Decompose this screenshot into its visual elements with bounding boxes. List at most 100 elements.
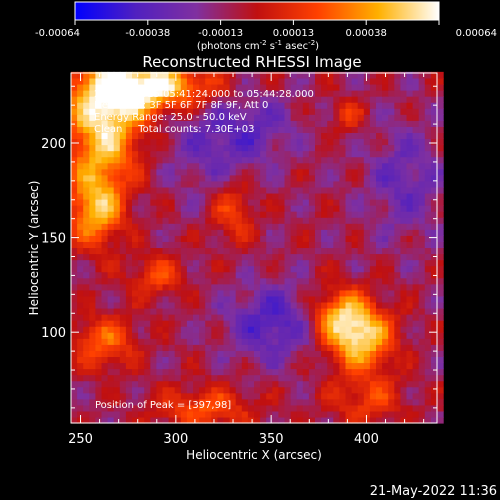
heatmap-cell <box>180 307 188 315</box>
heatmap-cell <box>363 102 371 109</box>
heatmap-cell <box>186 235 194 242</box>
heatmap-cell <box>290 283 298 291</box>
heatmap-cell <box>193 368 200 376</box>
heatmap-cell <box>186 416 194 424</box>
heatmap-cell <box>406 289 414 297</box>
heatmap-cell <box>229 314 237 321</box>
heatmap-cell <box>266 277 273 285</box>
heatmap-cell <box>272 180 279 188</box>
heatmap-cell <box>412 126 420 133</box>
heatmap-cell <box>150 71 157 79</box>
heatmap-cell <box>77 156 84 164</box>
heatmap-cell <box>394 108 401 115</box>
heatmap-cell <box>321 217 328 224</box>
heatmap-cell <box>71 314 78 321</box>
heatmap-cell <box>107 338 115 345</box>
heatmap-cell <box>406 205 414 212</box>
heatmap-cell <box>260 265 267 273</box>
heatmap-cell <box>296 120 304 127</box>
heatmap-cell <box>345 229 353 236</box>
heatmap-cell <box>229 162 237 170</box>
heatmap-cell <box>186 138 194 146</box>
heatmap-cell <box>229 156 237 164</box>
heatmap-cell <box>77 344 84 351</box>
heatmap-cell <box>193 295 200 303</box>
heatmap-cell <box>321 374 328 382</box>
heatmap-cell <box>101 144 109 152</box>
heatmap-cell <box>199 83 206 91</box>
heatmap-cell <box>278 350 286 357</box>
heatmap-cell <box>125 217 133 224</box>
heatmap-cell <box>199 289 206 297</box>
heatmap-cell <box>333 410 340 418</box>
heatmap-cell <box>71 235 78 242</box>
heatmap-cell <box>132 289 139 297</box>
heatmap-cell <box>321 380 328 388</box>
heatmap-cell <box>156 138 164 146</box>
heatmap-cell <box>101 277 109 285</box>
heatmap-cell <box>321 126 328 133</box>
heatmap-cell <box>125 259 133 267</box>
heatmap-cell <box>388 71 395 79</box>
heatmap-cell <box>351 247 359 255</box>
heatmap-cell <box>254 108 261 115</box>
heatmap-cell <box>315 416 322 424</box>
heatmap-cell <box>376 265 383 273</box>
heatmap-cell <box>388 301 395 309</box>
heatmap-cell <box>321 150 328 158</box>
heatmap-cell <box>394 120 401 127</box>
heatmap-cell <box>205 314 212 321</box>
heatmap-cell <box>156 71 164 79</box>
heatmap-cell <box>107 386 115 394</box>
heatmap-cell <box>388 77 395 85</box>
heatmap-cell <box>217 192 225 200</box>
heatmap-cell <box>211 416 218 424</box>
heatmap-cell <box>406 223 414 230</box>
heatmap-cell <box>138 295 145 303</box>
heatmap-cell <box>272 344 279 351</box>
heatmap-cell <box>83 350 90 357</box>
heatmap-cell <box>180 150 188 158</box>
heatmap-cell <box>77 96 84 103</box>
heatmap-cell <box>357 102 365 109</box>
heatmap-cell <box>217 162 225 170</box>
heatmap-cell <box>138 120 145 127</box>
heatmap-cell <box>125 229 133 236</box>
heatmap-cell <box>376 356 383 364</box>
heatmap-cell <box>71 180 78 188</box>
heatmap-cell <box>113 71 121 79</box>
heatmap-cell <box>382 398 389 406</box>
heatmap-cell <box>95 253 103 261</box>
heatmap-cell <box>357 223 365 230</box>
heatmap-cell <box>144 235 151 242</box>
heatmap-cell <box>211 192 218 200</box>
heatmap-cell <box>89 83 96 91</box>
heatmap-cell <box>424 150 432 158</box>
heatmap-cell <box>150 138 157 146</box>
heatmap-cell <box>266 307 273 315</box>
heatmap-cell <box>241 320 249 327</box>
heatmap-cell <box>406 150 414 158</box>
heatmap-cell <box>424 90 432 97</box>
heatmap-cell <box>229 114 237 121</box>
heatmap-cell <box>369 332 377 339</box>
heatmap-cell <box>199 344 206 351</box>
heatmap-cell <box>278 344 286 351</box>
heatmap-cell <box>278 229 286 236</box>
heatmap-cell <box>357 301 365 309</box>
heatmap-cell <box>418 386 426 394</box>
heatmap-cell <box>278 223 286 230</box>
heatmap-cell <box>119 338 127 345</box>
heatmap-cell <box>412 259 420 267</box>
heatmap-cell <box>369 271 377 279</box>
heatmap-cell <box>168 259 176 267</box>
heatmap-cell <box>308 410 316 418</box>
heatmap-cell <box>296 83 304 91</box>
heatmap-cell <box>266 138 273 146</box>
heatmap-cell <box>382 259 389 267</box>
heatmap-cell <box>369 307 377 315</box>
heatmap-cell <box>125 199 133 206</box>
heatmap-cell <box>351 362 359 370</box>
heatmap-cell <box>321 362 328 370</box>
heatmap-cell <box>119 192 127 200</box>
